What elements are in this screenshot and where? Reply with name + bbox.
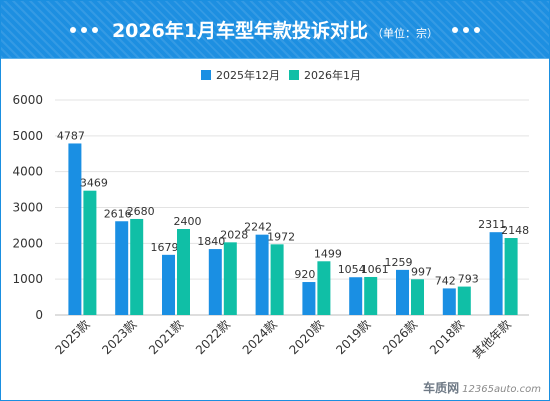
y-tick-label-3000: 3000 (12, 201, 43, 215)
bar-2020款-series-1 (302, 282, 316, 315)
x-tick-label-2023款: 2023款 (99, 317, 139, 357)
x-tick-label-2018款: 2018款 (427, 317, 467, 357)
bar-2021款-series-1 (162, 254, 175, 315)
y-tick-label-6000: 6000 (12, 93, 43, 107)
chart-title: 2026年1月车型年款投诉对比 （单位：宗） (112, 16, 438, 43)
data-label-2022款-series-2: 2028 (220, 228, 248, 241)
bar-2021款-series-2 (177, 229, 190, 315)
legend-label-2: 2026年1月 (304, 68, 361, 82)
data-label-2018款-series-2: 793 (458, 273, 479, 286)
x-tick-label-2020款: 2020款 (287, 317, 327, 357)
bar-2022款-series-2 (223, 242, 237, 315)
data-label-其他年款-series-1: 2311 (478, 218, 506, 231)
bar-2026款-series-2 (411, 279, 424, 315)
bar-2022款-series-1 (208, 249, 222, 315)
y-tick-label-4000: 4000 (12, 165, 43, 179)
data-label-其他年款-series-2: 2148 (501, 224, 529, 237)
bar-2025款-series-2 (83, 190, 97, 315)
watermark-domain: 12365auto.com (462, 384, 541, 395)
data-label-2025款-series-1: 4787 (57, 129, 85, 142)
x-tick-label-其他年款: 其他年款 (470, 317, 514, 361)
x-tick-label-2025款: 2025款 (53, 317, 93, 357)
bar-chart: 2025年12月 2026年1月 0 1000 2000 3000 4000 5000 6000… (12, 68, 529, 361)
legend-swatch-1 (201, 70, 211, 80)
bar-2018款-series-1 (442, 288, 456, 315)
bar-2026款-series-1 (396, 269, 409, 315)
bar-2024款-series-2 (270, 244, 284, 315)
bar-2019款-series-2 (364, 276, 378, 315)
legend-label-1: 2025年12月 (216, 68, 280, 82)
data-label-2021款-series-2: 2400 (174, 215, 202, 228)
legend-swatch-2 (289, 70, 299, 80)
data-label-2018款-series-1: 742 (435, 274, 456, 287)
bar-2019款-series-1 (349, 277, 363, 315)
bar-其他年款-series-2 (504, 238, 518, 315)
bar-2023款-series-1 (115, 221, 129, 315)
data-label-2026款-series-1: 1259 (385, 256, 413, 269)
data-label-2025款-series-2: 3469 (80, 177, 108, 190)
data-label-2020款-series-2: 1499 (314, 247, 342, 260)
data-label-2023款-series-2: 2680 (127, 205, 155, 218)
data-label-2021款-series-1: 1679 (151, 241, 179, 254)
x-tick-label-2021款: 2021款 (146, 317, 186, 357)
chart-title-text: 2026年1月车型年款投诉对比 (111, 20, 369, 42)
x-tick-label-2019款: 2019款 (333, 317, 373, 357)
title-bar: 2026年1月车型年款投诉对比 （单位：宗） (1, 1, 549, 59)
watermark: 车质网 12365auto.com (423, 379, 541, 396)
y-tick-label-2000: 2000 (12, 236, 43, 250)
data-label-2022款-series-1: 1840 (197, 235, 225, 248)
x-tick-label-2022款: 2022款 (193, 317, 233, 357)
right-dots-decoration (452, 26, 481, 33)
bar-2018款-series-2 (457, 286, 471, 315)
bar-2023款-series-2 (130, 218, 144, 315)
bar-其他年款-series-1 (489, 232, 503, 315)
left-dots-decoration (69, 26, 98, 33)
data-label-2024款-series-2: 1972 (267, 230, 295, 243)
data-label-2024款-series-1: 2242 (244, 221, 272, 234)
data-label-2019款-series-2: 1061 (361, 263, 389, 276)
y-tick-label-0: 0 (35, 308, 43, 322)
data-label-2026款-series-2: 997 (411, 265, 432, 278)
bar-2020款-series-2 (317, 261, 331, 315)
chart-unit-label: （单位：宗） (372, 27, 439, 40)
data-label-2023款-series-1: 2616 (104, 207, 132, 220)
x-tick-label-2026款: 2026款 (380, 317, 420, 357)
bar-2024款-series-1 (255, 234, 269, 315)
y-tick-label-5000: 5000 (12, 129, 43, 143)
data-label-2020款-series-1: 920 (294, 268, 315, 281)
data-label-2019款-series-1: 1054 (338, 263, 366, 276)
y-tick-label-1000: 1000 (12, 272, 43, 286)
bar-2025款-series-1 (68, 143, 82, 315)
watermark-brand: 车质网 (423, 381, 460, 395)
x-tick-label-2024款: 2024款 (240, 317, 280, 357)
